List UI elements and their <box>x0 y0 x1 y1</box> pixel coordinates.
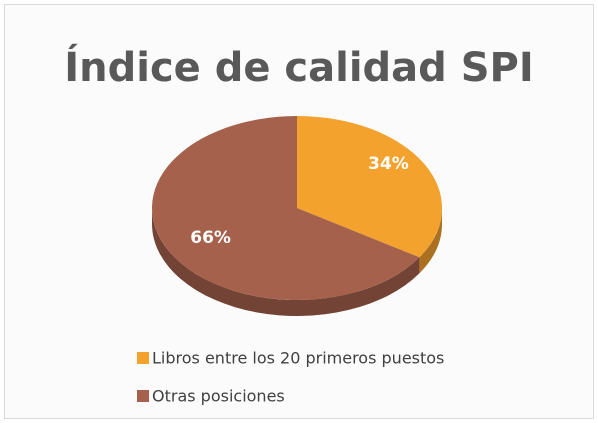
data-label: 34% <box>368 154 409 174</box>
legend-label: Libros entre los 20 primeros puestos <box>152 349 444 368</box>
legend-label: Otras posiciones <box>152 387 285 406</box>
pie-slice <box>297 116 442 258</box>
chart-title: Índice de calidad SPI <box>64 43 533 91</box>
data-label: 66% <box>190 228 231 248</box>
slice-side <box>419 208 442 274</box>
pie-slice <box>151 116 420 300</box>
legend-swatch <box>137 352 149 364</box>
slice-side <box>152 208 420 316</box>
legend-swatch <box>137 390 149 402</box>
